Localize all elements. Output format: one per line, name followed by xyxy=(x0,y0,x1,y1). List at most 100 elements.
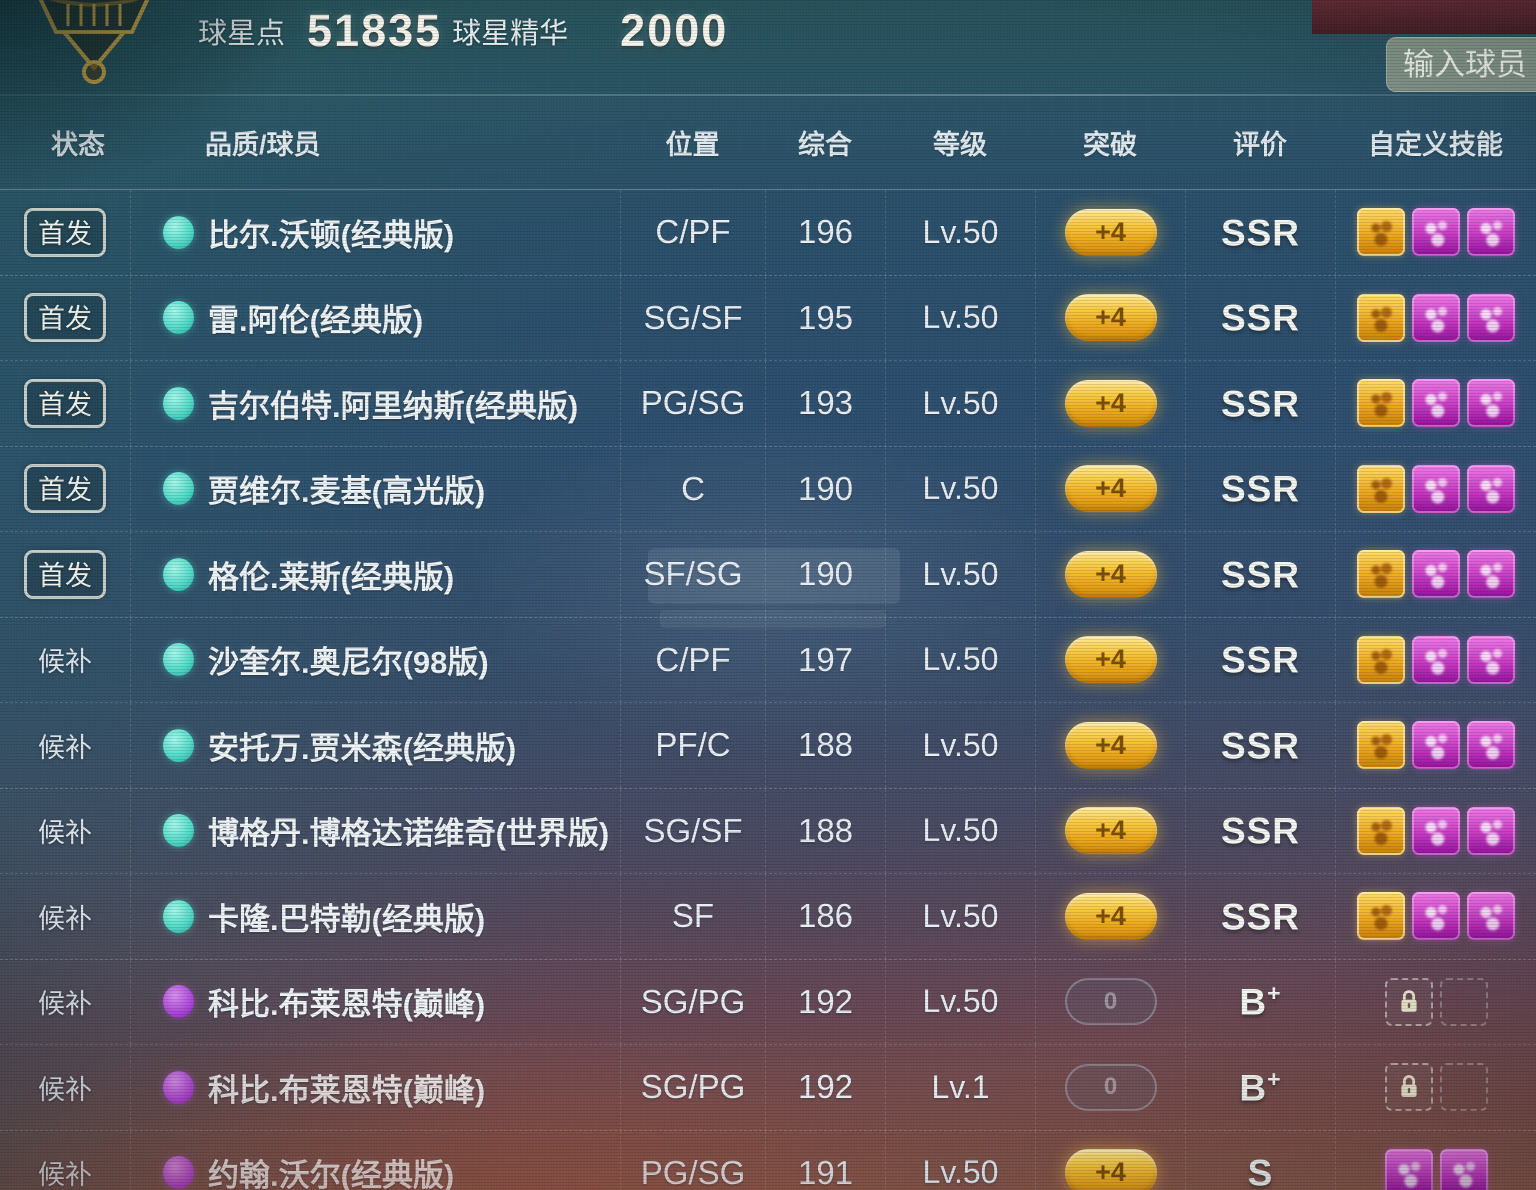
quality-dot-icon xyxy=(163,814,194,848)
skill-icon-magenta[interactable] xyxy=(1412,208,1460,257)
locked-skill-slot-icon[interactable] xyxy=(1384,977,1433,1026)
skill-icon-gold[interactable] xyxy=(1357,293,1405,342)
skill-icon-magenta[interactable] xyxy=(1412,550,1460,599)
overall-value: 186 xyxy=(797,897,854,935)
quality-dot-icon xyxy=(163,643,194,677)
skill-icon-gold[interactable] xyxy=(1357,550,1405,599)
skill-icon-magenta[interactable] xyxy=(1412,721,1460,770)
star-essence-value: 2000 xyxy=(620,5,729,56)
locked-skill-slot-icon[interactable] xyxy=(1384,1063,1433,1112)
empty-skill-slot[interactable] xyxy=(1439,977,1488,1026)
skill-icon-magenta[interactable] xyxy=(1412,379,1460,428)
skill-icon-magenta[interactable] xyxy=(1412,464,1460,513)
position-value: SG/SF xyxy=(643,811,743,849)
skill-icon-magenta[interactable] xyxy=(1467,635,1515,684)
table-row[interactable]: 首发 贾维尔.麦基(高光版) C 190 Lv.50 +4 SSR xyxy=(0,446,1536,532)
status-label: 候补 xyxy=(38,818,92,849)
skill-icon-gold[interactable] xyxy=(1357,892,1405,941)
status-label: 首发 xyxy=(24,293,106,343)
quality-dot-icon xyxy=(163,472,194,506)
game-logo-icon xyxy=(38,0,150,84)
table-row[interactable]: 候补 约翰.沃尔(经典版) PG/SG 191 Lv.50 +4 S xyxy=(0,1130,1536,1190)
skill-icon-magenta[interactable] xyxy=(1439,1148,1488,1190)
breakthrough-badge: +4 xyxy=(1064,550,1157,598)
rating-value: SSR xyxy=(1220,724,1301,766)
level-value: Lv.50 xyxy=(922,1154,999,1190)
skill-icon-magenta[interactable] xyxy=(1467,379,1515,428)
table-row[interactable]: 首发 比尔.沃顿(经典版) C/PF 196 Lv.50 +4 SSR xyxy=(0,190,1536,276)
position-value: PF/C xyxy=(655,726,731,764)
quality-dot-icon xyxy=(163,728,194,762)
rating-value: SSR xyxy=(1220,297,1301,339)
skill-icon-magenta[interactable] xyxy=(1467,293,1515,342)
skill-icon-gold[interactable] xyxy=(1357,208,1405,257)
skill-icon-magenta[interactable] xyxy=(1412,806,1460,855)
status-label: 首发 xyxy=(24,464,106,514)
table-row[interactable]: 候补 卡隆.巴特勒(经典版) SF 186 Lv.50 +4 SSR xyxy=(0,874,1536,960)
column-header-position: 位置 xyxy=(665,129,720,160)
table-row[interactable]: 首发 吉尔伯特.阿里纳斯(经典版) PG/SG 193 Lv.50 +4 SSR xyxy=(0,361,1536,447)
player-name: 安托万.贾米森(经典版) xyxy=(208,730,517,766)
empty-skill-slot[interactable] xyxy=(1439,1063,1488,1112)
skill-icon-gold[interactable] xyxy=(1357,464,1405,513)
column-header-quality-player: 品质/球员 xyxy=(205,129,321,160)
skill-icon-gold[interactable] xyxy=(1357,806,1405,855)
skill-icons xyxy=(1336,892,1536,941)
status-label: 候补 xyxy=(38,647,92,678)
level-value: Lv.50 xyxy=(922,812,999,849)
table-row[interactable]: 候补 博格丹.博格达诺维奇(世界版) SG/SF 188 Lv.50 +4 SS… xyxy=(0,788,1536,874)
skill-icon-magenta[interactable] xyxy=(1467,464,1515,513)
skill-icon-magenta[interactable] xyxy=(1412,892,1460,941)
player-name: 卡隆.巴特勒(经典版) xyxy=(208,901,486,937)
table-row[interactable]: 候补 安托万.贾米森(经典版) PF/C 188 Lv.50 +4 SSR xyxy=(0,703,1536,789)
skill-icon-gold[interactable] xyxy=(1357,635,1405,684)
table-row[interactable]: 首发 雷.阿伦(经典版) SG/SF 195 Lv.50 +4 SSR xyxy=(0,275,1536,361)
column-header-overall: 综合 xyxy=(798,129,852,160)
breakthrough-badge: +4 xyxy=(1064,721,1157,769)
table-row[interactable]: 候补 沙奎尔.奥尼尔(98版) C/PF 197 Lv.50 +4 SSR xyxy=(0,617,1536,703)
skill-icons xyxy=(1336,1063,1536,1112)
skill-icon-magenta[interactable] xyxy=(1412,635,1460,684)
level-value: Lv.50 xyxy=(922,897,999,934)
quality-dot-icon xyxy=(163,1070,194,1104)
status-label: 候补 xyxy=(38,732,92,763)
position-value: PG/SG xyxy=(640,384,746,422)
position-value: SG/PG xyxy=(640,982,746,1020)
star-points-value: 51835 xyxy=(307,5,443,56)
skill-icon-magenta[interactable] xyxy=(1467,892,1515,941)
skill-icon-magenta[interactable] xyxy=(1467,208,1515,257)
skill-icon-gold[interactable] xyxy=(1357,379,1405,428)
skill-icon-gold[interactable] xyxy=(1357,721,1405,770)
skill-icon-magenta[interactable] xyxy=(1412,293,1460,342)
skill-icons xyxy=(1336,208,1536,257)
rating-value: B xyxy=(1239,1066,1268,1108)
column-header-status: 状态 xyxy=(51,129,105,160)
position-value: C xyxy=(681,469,705,507)
player-search-input[interactable] xyxy=(1386,37,1536,92)
skill-icons xyxy=(1336,1148,1536,1190)
position-value: C/PF xyxy=(655,640,731,678)
table-row[interactable]: 候补 科比.布莱恩特(巅峰) SG/PG 192 Lv.50 0 B+ xyxy=(0,959,1536,1045)
position-value: SG/SF xyxy=(643,298,743,336)
skill-icon-magenta[interactable] xyxy=(1467,721,1515,770)
skill-icon-magenta[interactable] xyxy=(1467,806,1515,855)
level-value: Lv.50 xyxy=(922,470,999,507)
table-row[interactable]: 候补 科比.布莱恩特(巅峰) SG/PG 192 Lv.1 0 B+ xyxy=(0,1045,1536,1131)
skill-icon-magenta[interactable] xyxy=(1384,1148,1433,1190)
level-value: Lv.50 xyxy=(922,213,999,250)
skill-icons xyxy=(1336,550,1536,599)
skill-icon-magenta[interactable] xyxy=(1467,550,1515,599)
skill-icons xyxy=(1336,293,1536,342)
top-right-red-strip xyxy=(1312,0,1536,34)
skill-icons xyxy=(1336,977,1536,1026)
overall-value: 188 xyxy=(797,811,854,849)
player-name: 沙奎尔.奥尼尔(98版) xyxy=(208,645,489,681)
breakthrough-badge: 0 xyxy=(1064,978,1157,1026)
breakthrough-badge: +4 xyxy=(1064,208,1157,256)
lock-icon xyxy=(1400,989,1417,1012)
panel-edge-line xyxy=(0,94,1536,96)
level-value: Lv.50 xyxy=(922,726,999,763)
status-label: 候补 xyxy=(38,903,92,934)
player-name: 科比.布莱恩特(巅峰) xyxy=(208,1072,486,1108)
overall-value: 196 xyxy=(797,213,854,251)
